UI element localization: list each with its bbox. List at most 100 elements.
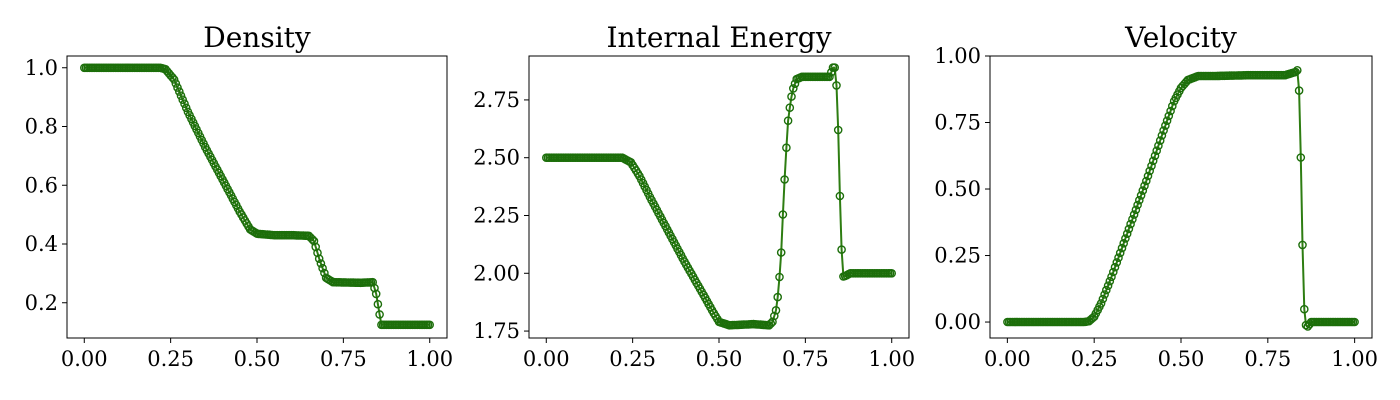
data-point-marker [1155, 136, 1165, 145]
data-point-marker [1135, 195, 1144, 205]
data-point-marker [1150, 151, 1160, 161]
internal-energy-axes-frame [528, 55, 910, 339]
data-point-marker [307, 234, 317, 244]
data-point-marker [1131, 205, 1141, 215]
data-point-marker [1115, 248, 1125, 258]
series-line [1007, 68, 1355, 328]
data-point-marker [1140, 181, 1149, 191]
data-point-marker [789, 84, 798, 93]
x-tick-label: 0.75 [320, 347, 367, 371]
data-point-marker [318, 263, 327, 273]
data-point-marker [1114, 253, 1123, 263]
data-point-marker [1152, 146, 1161, 155]
data-point-marker [782, 143, 791, 152]
y-tick-label: 1.00 [934, 44, 981, 68]
data-point-marker [371, 289, 381, 299]
data-point-marker [425, 320, 435, 330]
data-point-marker [309, 236, 319, 246]
data-point-marker [1100, 290, 1109, 299]
data-point-marker [1121, 234, 1130, 243]
x-tick-label: 0.50 [696, 347, 743, 371]
data-point-marker [181, 103, 191, 113]
data-point-marker [1161, 121, 1170, 130]
data-point-marker [1145, 166, 1154, 176]
x-tick-label: 0.25 [147, 347, 194, 371]
data-point-marker [313, 248, 322, 258]
x-tick-label: 1.00 [868, 347, 915, 371]
data-point-marker [887, 268, 897, 278]
data-point-marker [778, 210, 788, 219]
data-point-marker [1109, 267, 1118, 277]
y-tick-label: 2.75 [473, 88, 520, 112]
data-point-marker [1103, 281, 1113, 291]
data-point-marker [1143, 171, 1153, 181]
x-tick-label: 0.75 [782, 347, 829, 371]
data-point-marker [1294, 86, 1304, 95]
data-point-marker [1168, 101, 1177, 111]
data-point-marker [368, 277, 378, 287]
data-point-marker [173, 83, 182, 92]
x-tick-label: 0.25 [609, 347, 656, 371]
data-point-marker [375, 310, 384, 319]
data-point-marker [1166, 106, 1175, 116]
data-point-marker [1300, 304, 1309, 314]
data-point-marker [1136, 191, 1146, 200]
x-tick-label: 0.00 [523, 347, 570, 371]
data-point-marker [314, 254, 324, 264]
data-point-marker [176, 91, 186, 100]
data-point-marker [1148, 156, 1158, 166]
y-tick-label: 2.25 [473, 203, 520, 227]
x-tick-label: 0.50 [234, 347, 281, 371]
data-point-marker [766, 319, 776, 328]
data-point-marker [1164, 111, 1174, 121]
data-point-marker [1107, 272, 1116, 282]
data-point-marker [1105, 276, 1115, 286]
data-point-marker [773, 292, 783, 302]
y-tick-label: 1.75 [473, 319, 520, 343]
data-point-marker [1128, 214, 1137, 224]
data-point-marker [1147, 161, 1156, 171]
data-point-marker [1138, 186, 1148, 195]
data-point-marker [373, 299, 383, 309]
y-tick-label: 0.4 [25, 232, 58, 256]
data-point-marker [830, 63, 840, 72]
data-point-marker [1126, 219, 1135, 229]
data-point-marker [1129, 210, 1139, 219]
data-point-marker [787, 92, 796, 101]
data-point-marker [825, 72, 834, 82]
data-point-marker [178, 95, 187, 104]
data-point-marker [775, 272, 784, 282]
data-point-marker [174, 87, 184, 96]
x-tick-label: 0.25 [1071, 347, 1118, 371]
data-point-marker [771, 305, 781, 315]
data-point-marker [180, 99, 189, 108]
data-point-marker [316, 259, 326, 268]
data-point-marker [1142, 176, 1151, 186]
x-tick-label: 1.00 [406, 347, 453, 371]
data-point-marker [832, 81, 841, 90]
y-tick-label: 0.8 [25, 115, 58, 139]
data-point-marker [370, 283, 379, 293]
y-tick-label: 2.00 [473, 261, 520, 285]
internal-energy-title: Internal Energy [606, 21, 831, 54]
x-tick-label: 0.00 [61, 347, 108, 371]
data-point-marker [1350, 317, 1359, 327]
data-point-marker [1098, 294, 1108, 304]
y-tick-label: 0.75 [934, 111, 981, 135]
data-point-marker [768, 317, 777, 327]
y-tick-label: 0.2 [25, 291, 58, 315]
data-point-marker [311, 242, 321, 252]
y-tick-label: 0.25 [934, 244, 981, 268]
x-tick-label: 0.75 [1244, 347, 1291, 371]
data-point-marker [169, 75, 179, 84]
x-tick-label: 0.00 [984, 347, 1031, 371]
data-point-marker [1096, 299, 1106, 308]
data-point-marker [1133, 200, 1142, 210]
data-point-marker [776, 248, 786, 257]
data-point-marker [1157, 131, 1167, 140]
data-point-marker [1124, 224, 1134, 234]
data-point-marker [780, 175, 789, 184]
density-title: Density [203, 21, 311, 54]
data-point-marker [1293, 66, 1302, 75]
